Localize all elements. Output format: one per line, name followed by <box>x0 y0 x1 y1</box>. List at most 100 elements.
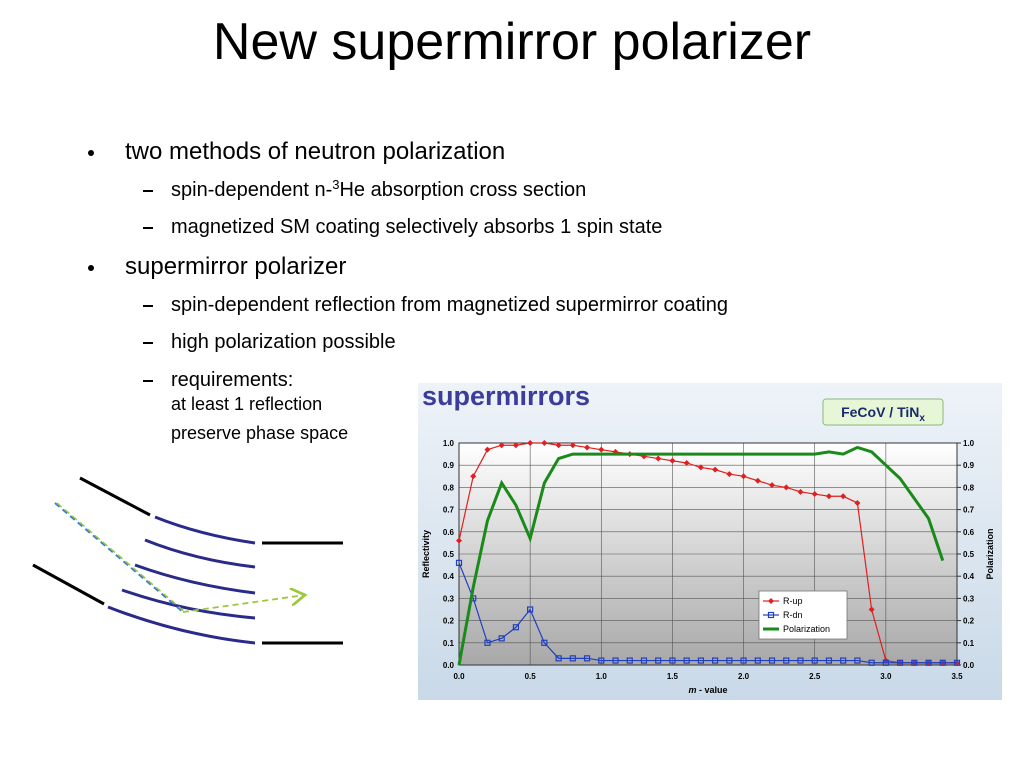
x-tick-label: 1.0 <box>596 672 608 681</box>
data-point <box>825 657 833 664</box>
data-point <box>512 624 520 631</box>
bullet-text: He absorption cross section <box>339 179 587 201</box>
data-point <box>612 448 619 455</box>
data-point <box>797 657 804 664</box>
data-point <box>669 657 676 664</box>
y2-tick-label: 0.4 <box>963 572 975 581</box>
data-point <box>555 442 562 449</box>
sub-line: preserve phase space <box>171 423 349 443</box>
data-point <box>669 457 676 464</box>
data-point <box>783 657 790 664</box>
data-point <box>925 659 932 666</box>
slide-title: New supermirror polarizer <box>212 13 812 71</box>
y-tick-label: 0.7 <box>443 506 455 515</box>
x-tick-label: 3.0 <box>880 672 892 681</box>
y2-tick-label: 0.5 <box>963 550 975 559</box>
y2-tick-label: 1.0 <box>963 439 975 448</box>
y2-tick-label: 0.3 <box>963 594 975 603</box>
data-point <box>455 559 463 566</box>
data-point <box>854 657 861 664</box>
legend-marker <box>768 598 774 604</box>
legend-marker <box>767 611 775 619</box>
data-point <box>484 446 491 453</box>
guide-lines <box>32 476 343 645</box>
legend-label: R-up <box>783 596 803 606</box>
x-label-text: - value <box>699 685 728 695</box>
chart-title: supermirrors <box>422 383 590 411</box>
data-point <box>896 659 904 666</box>
legend-label: R-dn <box>783 610 803 620</box>
y-tick-label: 0.8 <box>443 483 455 492</box>
data-point <box>498 635 505 642</box>
data-point <box>768 657 776 664</box>
y2-tick-label: 0.8 <box>963 483 975 492</box>
data-point <box>555 655 562 662</box>
data-point <box>953 659 961 666</box>
sub-bullet: requirements: at least 1 reflection pres… <box>142 368 349 448</box>
sub-bullet: high polarization possible <box>143 331 396 353</box>
y-tick-label: 0.4 <box>443 572 455 581</box>
data-point <box>811 657 818 664</box>
x-tick-label: 2.0 <box>738 672 750 681</box>
data-point <box>527 606 534 613</box>
data-point <box>825 493 832 500</box>
y-axis-label: Reflectivity <box>421 530 431 578</box>
bullet: supermirror polarizer <box>87 253 347 280</box>
data-point <box>697 657 704 664</box>
data-point <box>882 659 889 666</box>
y-tick-label: 1.0 <box>443 439 455 448</box>
y-tick-label: 0.2 <box>443 617 455 626</box>
data-point <box>512 442 519 449</box>
data-point <box>626 657 633 664</box>
plot-frame <box>458 442 958 666</box>
y2-tick-label: 0.0 <box>963 661 975 670</box>
data-point <box>683 459 690 466</box>
data-point <box>726 471 733 478</box>
y-tick-label: 0.6 <box>443 528 455 537</box>
bullet-text: spin-dependent n- <box>171 179 333 201</box>
data-point <box>840 493 847 500</box>
annotation-sub: x <box>919 413 925 424</box>
data-point <box>527 440 534 446</box>
data-point <box>584 444 591 451</box>
y2-tick-label: 0.1 <box>963 639 975 648</box>
x-tick-label: 3.5 <box>951 672 963 681</box>
data-point <box>797 488 804 495</box>
reflected-beam <box>182 595 305 613</box>
annotation-box <box>822 398 944 426</box>
y2-tick-label: 0.2 <box>963 617 975 626</box>
data-point <box>740 657 747 664</box>
beam <box>54 502 184 613</box>
data-point <box>655 657 662 664</box>
data-point <box>840 657 847 664</box>
data-point <box>498 442 505 449</box>
y2-tick-label: 0.7 <box>963 506 975 515</box>
data-point <box>569 442 576 449</box>
y-tick-label: 0.9 <box>443 461 455 470</box>
annotation-text: FeCoV / TiN <box>841 404 919 420</box>
data-point <box>868 659 875 666</box>
y-tick-label: 0.0 <box>443 661 455 670</box>
sub-line: at least 1 reflection <box>171 394 323 414</box>
bullet: two methods of neutron polarization <box>87 138 506 165</box>
x-tick-label: 1.5 <box>667 672 679 681</box>
data-point <box>754 657 761 664</box>
data-point <box>868 606 875 613</box>
data-point <box>939 659 946 666</box>
beam <box>56 502 186 613</box>
data-point <box>712 657 719 664</box>
y-tick-label: 0.3 <box>443 594 455 603</box>
bullet-text: requirements: <box>171 369 294 391</box>
mirror-plates <box>107 515 256 645</box>
data-point <box>683 657 690 664</box>
data-point <box>911 659 918 666</box>
series-line <box>457 445 945 666</box>
data-point <box>541 440 548 446</box>
y-tick-label: 0.5 <box>443 550 455 559</box>
data-point <box>754 477 761 484</box>
data-point <box>655 455 662 462</box>
x-axis-label: m - value <box>688 685 727 695</box>
data-point <box>697 464 704 471</box>
data-point <box>612 657 619 664</box>
